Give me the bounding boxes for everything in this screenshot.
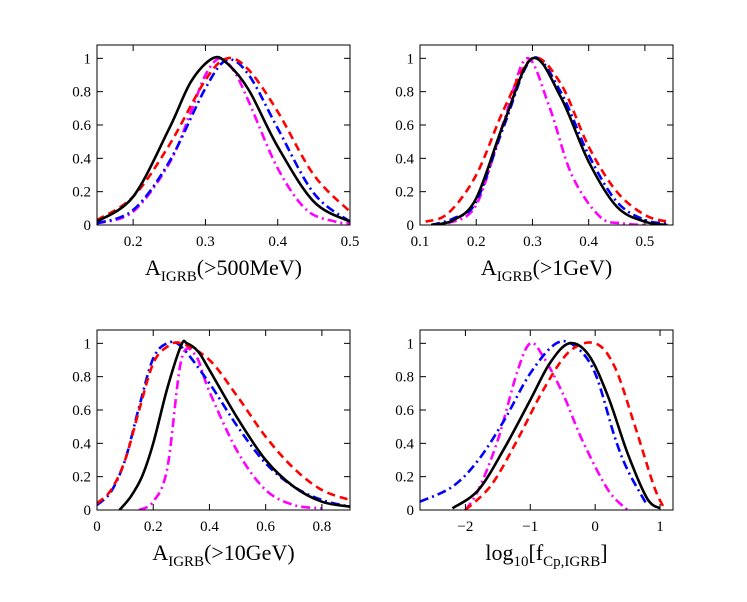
series-red-dashed: [97, 56, 350, 222]
axes-frame: [96, 44, 351, 226]
x-tick-label: 0.4: [579, 234, 598, 250]
x-tick-label: 0.2: [467, 234, 486, 250]
y-tick-label: 1: [84, 336, 92, 352]
panel-a-igrb-500mev: 0.2 0.3 0.4 0.5 0 0.2 0.4 0.6 0.8 1 AIGRB(>500MeV): [72, 44, 360, 285]
x-tick-label: 0.5: [341, 234, 360, 250]
x-tick-label: 0.4: [200, 519, 219, 535]
y-tick-label: 0.8: [72, 85, 91, 101]
x-axis-label: log10[fCp,IGRB]: [485, 540, 607, 570]
y-tick-label: 0.4: [72, 436, 91, 452]
series-magenta-dashdot: [447, 57, 645, 225]
x-tick-label: 0.3: [523, 234, 542, 250]
x-tick-label: −2: [457, 519, 473, 535]
x-axis-label: AIGRB(>1GeV): [481, 255, 612, 285]
series-blue-dashdot: [420, 339, 649, 506]
series-red-dashed: [464, 341, 665, 510]
series-red-dashed: [97, 341, 350, 505]
y-tick-label: 0: [407, 218, 415, 234]
series-black-solid: [451, 341, 661, 510]
x-tick-label: 0.8: [313, 519, 332, 535]
x-tick-label: 0: [591, 519, 599, 535]
axes-frame: [96, 329, 351, 511]
y-tick-label: 0.8: [395, 85, 414, 101]
x-tick-label: 0.2: [144, 519, 163, 535]
x-tick-label: 0.4: [268, 234, 287, 250]
x-axis-label: AIGRB(>10GeV): [152, 540, 294, 570]
axes-frame: [419, 44, 674, 226]
series-black-solid: [118, 339, 350, 510]
y-tick-label: 0: [84, 503, 92, 519]
series-black-solid: [97, 55, 350, 223]
y-tick-label: 1: [84, 51, 92, 67]
series-magenta-dashdot: [97, 57, 350, 225]
series-blue-dashdot: [430, 56, 668, 225]
x-tick-label: 1: [656, 519, 664, 535]
series-blue-dashdot: [97, 58, 350, 225]
panel-a-igrb-10gev: 0 0.2 0.4 0.6 0.8 0 0.2 0.4 0.6 0.8 1 AIGRB(>10GeV): [72, 329, 351, 570]
x-tick-label: 0.1: [411, 234, 430, 250]
y-tick-label: 0.6: [72, 403, 91, 419]
y-tick-label: 0.4: [395, 151, 414, 167]
y-tick-label: 0.4: [72, 151, 91, 167]
x-tick-label: 0.2: [124, 234, 143, 250]
y-tick-label: 0.6: [395, 118, 414, 134]
x-tick-label: 0: [93, 519, 101, 535]
y-tick-label: 0: [84, 218, 92, 234]
x-tick-label: 0.5: [636, 234, 655, 250]
y-tick-label: 1: [407, 51, 415, 67]
series-magenta-dashdot: [138, 347, 323, 510]
y-tick-label: 0.8: [72, 370, 91, 386]
series-black-solid: [430, 56, 668, 225]
x-tick-label: 0.6: [256, 519, 275, 535]
axes-frame: [419, 329, 674, 511]
y-tick-label: 1: [407, 336, 415, 352]
y-tick-label: 0.4: [395, 436, 414, 452]
y-tick-label: 0.6: [72, 118, 91, 134]
y-tick-label: 0.2: [395, 470, 414, 486]
y-tick-label: 0.2: [395, 185, 414, 201]
y-tick-label: 0.8: [395, 370, 414, 386]
series-red-dashed: [425, 56, 668, 223]
panel-log10-fcp-igrb: −2 −1 0 1 0 0.2 0.4 0.6 0.8 1 log10[fCp,IGRB]: [395, 329, 674, 570]
panel-a-igrb-1gev: 0.1 0.2 0.3 0.4 0.5 0 0.2 0.4 0.6 0.8 1 AIGRB(>1GeV…: [395, 44, 674, 285]
x-tick-label: 0.3: [196, 234, 215, 250]
y-tick-label: 0.6: [395, 403, 414, 419]
y-tick-label: 0.2: [72, 185, 91, 201]
y-tick-label: 0.2: [72, 470, 91, 486]
x-axis-label: AIGRB(>500MeV): [145, 255, 302, 285]
x-tick-label: −1: [522, 519, 538, 535]
y-tick-label: 0: [407, 503, 415, 519]
